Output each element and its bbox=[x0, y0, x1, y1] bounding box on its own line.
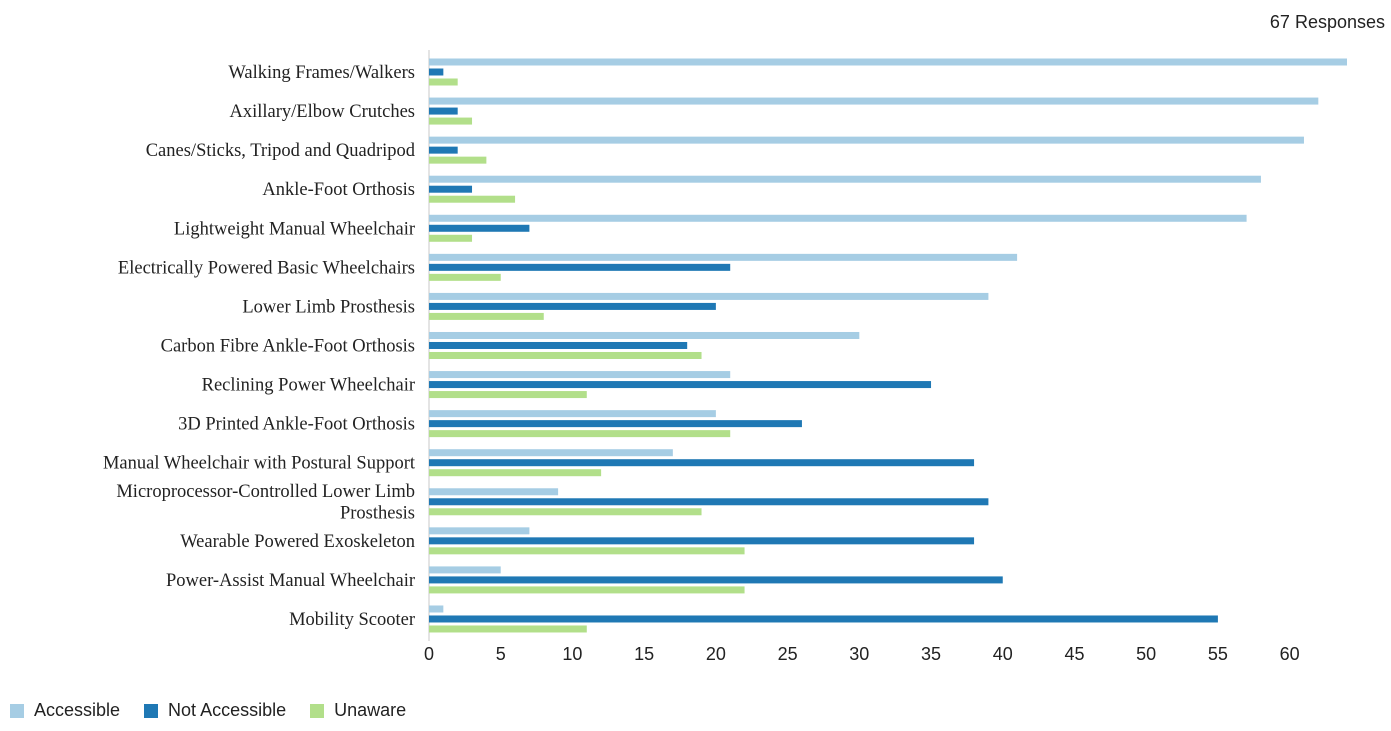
legend-swatch-unaware bbox=[310, 703, 325, 718]
bar-unaware-9[interactable] bbox=[429, 391, 587, 399]
bar-accessible-10[interactable] bbox=[429, 410, 716, 418]
bar-accessible-3[interactable] bbox=[429, 136, 1304, 144]
bar-accessible-5[interactable] bbox=[429, 214, 1247, 222]
x-tick-label-10: 10 bbox=[562, 644, 582, 664]
category-label-15: Mobility Scooter bbox=[289, 610, 415, 630]
bar-not-accessible-5[interactable] bbox=[429, 224, 530, 232]
bar-accessible-11[interactable] bbox=[429, 449, 673, 457]
bar-not-accessible-1[interactable] bbox=[429, 68, 444, 76]
x-tick-label-35: 35 bbox=[921, 644, 941, 664]
bar-unaware-6[interactable] bbox=[429, 273, 501, 281]
legend-label-not-accessible: Not Accessible bbox=[168, 700, 287, 720]
legend-item-not-accessible[interactable]: Not Accessible bbox=[144, 700, 286, 721]
bar-unaware-13[interactable] bbox=[429, 547, 745, 555]
bar-accessible-12[interactable] bbox=[429, 488, 559, 496]
bar-not-accessible-7[interactable] bbox=[429, 302, 716, 310]
category-label-10: 3D Printed Ankle-Foot Orthosis bbox=[178, 415, 415, 435]
category-label-1: Walking Frames/Walkers bbox=[228, 63, 415, 83]
category-label-3: Canes/Sticks, Tripod and Quadripod bbox=[146, 141, 416, 161]
bar-not-accessible-12[interactable] bbox=[429, 498, 989, 506]
bar-unaware-4[interactable] bbox=[429, 195, 516, 203]
bar-not-accessible-14[interactable] bbox=[429, 576, 1003, 584]
legend-item-unaware[interactable]: Unaware bbox=[310, 700, 406, 721]
bar-not-accessible-6[interactable] bbox=[429, 263, 731, 271]
bar-unaware-7[interactable] bbox=[429, 312, 544, 320]
responses-count: 67 Responses bbox=[1269, 12, 1385, 32]
bar-chart: Walking Frames/Walkers Axillary/Elbow Cru… bbox=[103, 50, 1347, 664]
x-tick-label-60: 60 bbox=[1280, 644, 1300, 664]
category-label-2: Axillary/Elbow Crutches bbox=[230, 102, 415, 122]
bar-not-accessible-8[interactable] bbox=[429, 341, 688, 349]
bar-unaware-3[interactable] bbox=[429, 156, 487, 164]
bar-unaware-12[interactable] bbox=[429, 508, 702, 516]
bar-not-accessible-13[interactable] bbox=[429, 537, 975, 545]
bar-unaware-1[interactable] bbox=[429, 78, 458, 86]
bar-not-accessible-15[interactable] bbox=[429, 615, 1218, 623]
x-tick-label-45: 45 bbox=[1064, 644, 1084, 664]
bar-not-accessible-3[interactable] bbox=[429, 146, 458, 154]
category-label-4: Ankle-Foot Orthosis bbox=[262, 180, 415, 200]
bar-unaware-2[interactable] bbox=[429, 117, 473, 125]
bar-unaware-8[interactable] bbox=[429, 351, 702, 359]
bar-accessible-1[interactable] bbox=[429, 58, 1347, 66]
bar-accessible-4[interactable] bbox=[429, 175, 1261, 183]
category-label-14: Power-Assist Manual Wheelchair bbox=[166, 571, 415, 591]
category-label-5: Lightweight Manual Wheelchair bbox=[174, 219, 415, 239]
bar-accessible-2[interactable] bbox=[429, 97, 1319, 105]
x-tick-label-30: 30 bbox=[849, 644, 869, 664]
legend-item-accessible[interactable]: Accessible bbox=[10, 700, 120, 721]
bar-not-accessible-4[interactable] bbox=[429, 185, 473, 193]
legend-swatch-accessible bbox=[10, 703, 24, 718]
category-label-11: Manual Wheelchair with Postural Support bbox=[103, 454, 416, 474]
x-tick-label-25: 25 bbox=[778, 644, 798, 664]
category-label-9: Reclining Power Wheelchair bbox=[202, 376, 415, 396]
category-label-8: Carbon Fibre Ankle-Foot Orthosis bbox=[161, 336, 415, 356]
x-tick-label-15: 15 bbox=[634, 644, 654, 664]
x-tick-label-0: 0 bbox=[424, 644, 434, 664]
category-label-12: Microprocessor-Controlled Lower Limb Pros… bbox=[116, 482, 415, 524]
bar-unaware-15[interactable] bbox=[429, 625, 587, 633]
bar-unaware-10[interactable] bbox=[429, 430, 731, 438]
bar-not-accessible-11[interactable] bbox=[429, 459, 975, 467]
legend-label-accessible: Accessible bbox=[34, 700, 121, 720]
bar-not-accessible-10[interactable] bbox=[429, 420, 802, 428]
bar-accessible-8[interactable] bbox=[429, 331, 860, 339]
bar-unaware-11[interactable] bbox=[429, 469, 602, 477]
x-tick-label-55: 55 bbox=[1208, 644, 1228, 664]
legend-swatch-not-accessible bbox=[144, 703, 159, 718]
bar-accessible-14[interactable] bbox=[429, 566, 501, 574]
bar-not-accessible-9[interactable] bbox=[429, 381, 932, 389]
bar-accessible-9[interactable] bbox=[429, 371, 731, 379]
bar-unaware-14[interactable] bbox=[429, 586, 745, 594]
x-tick-label-40: 40 bbox=[993, 644, 1013, 664]
bar-accessible-7[interactable] bbox=[429, 292, 989, 300]
x-tick-label-5: 5 bbox=[496, 644, 506, 664]
bar-not-accessible-2[interactable] bbox=[429, 107, 458, 115]
bar-accessible-13[interactable] bbox=[429, 527, 530, 535]
category-label-7: Lower Limb Prosthesis bbox=[242, 297, 415, 317]
x-tick-label-20: 20 bbox=[706, 644, 726, 664]
category-label-6: Electrically Powered Basic Wheelchairs bbox=[118, 258, 415, 278]
x-tick-label-50: 50 bbox=[1136, 644, 1156, 664]
bar-accessible-15[interactable] bbox=[429, 605, 444, 613]
bar-unaware-5[interactable] bbox=[429, 234, 473, 242]
legend-label-unaware: Unaware bbox=[334, 700, 407, 720]
legend: Accessible Not Accessible Unaware bbox=[10, 700, 406, 721]
bar-accessible-6[interactable] bbox=[429, 253, 1018, 261]
category-label-13: Wearable Powered Exoskeleton bbox=[180, 532, 415, 552]
